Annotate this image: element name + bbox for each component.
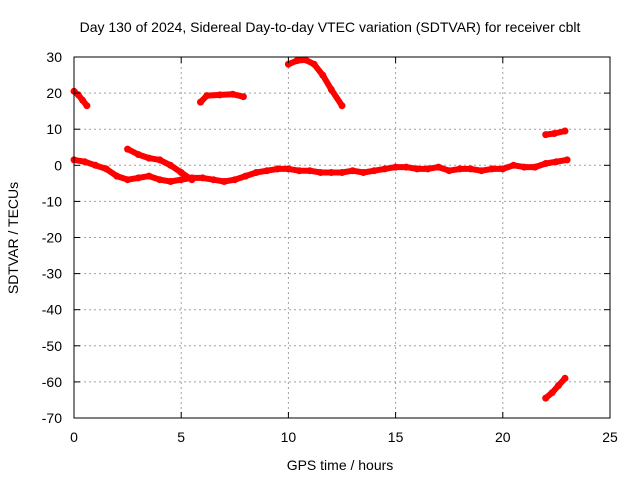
y-tick-label: -50 — [42, 338, 62, 354]
data-point — [445, 167, 453, 175]
data-point — [284, 60, 292, 68]
data-point — [134, 174, 142, 182]
data-point — [293, 57, 301, 65]
data-point — [220, 178, 228, 185]
data-point — [424, 165, 432, 173]
x-tick-label: 0 — [70, 429, 78, 445]
data-series — [70, 56, 571, 402]
series-line-s5 — [542, 375, 568, 402]
data-point — [338, 102, 346, 110]
data-point — [229, 90, 237, 98]
data-point — [349, 167, 357, 175]
data-point — [550, 130, 558, 137]
data-point — [242, 172, 249, 180]
y-tick-label: 10 — [46, 121, 62, 137]
y-tick-label: -40 — [42, 302, 62, 318]
y-tick-label: -10 — [42, 193, 62, 209]
data-point — [555, 382, 562, 389]
y-tick-label: 30 — [46, 49, 62, 65]
data-point — [327, 169, 335, 176]
data-point — [467, 165, 475, 173]
data-point — [510, 161, 517, 169]
data-point — [284, 165, 292, 173]
data-point — [310, 60, 318, 68]
y-axis-label: SDTVAR / TECUs — [5, 182, 21, 294]
data-point — [370, 167, 378, 175]
data-point — [231, 176, 239, 184]
data-point — [83, 102, 91, 110]
data-point — [263, 167, 271, 175]
x-tick-label: 10 — [281, 429, 297, 445]
data-point — [79, 96, 87, 104]
data-point — [134, 151, 142, 158]
data-point — [317, 169, 325, 176]
y-tick-label: -70 — [42, 410, 62, 426]
data-point — [102, 165, 110, 173]
data-point — [542, 394, 550, 402]
data-point — [477, 167, 485, 175]
data-point — [216, 91, 224, 99]
data-point — [456, 165, 464, 173]
data-point — [552, 158, 560, 166]
data-point — [520, 163, 528, 171]
x-axis-label: GPS time / hours — [287, 457, 394, 473]
data-point — [302, 56, 310, 64]
data-point — [499, 165, 507, 173]
data-point — [209, 176, 217, 184]
x-tick-label: 20 — [495, 429, 511, 445]
y-tick-label: 0 — [54, 157, 62, 173]
data-point — [167, 161, 174, 169]
data-point — [548, 389, 556, 397]
data-point — [295, 167, 303, 175]
data-point — [561, 127, 569, 135]
data-point — [402, 163, 410, 171]
data-point — [177, 176, 185, 184]
axis-ticks: 0 5 10 15 20 25 -70 -60 -50 -40 -30 -20 -10 0 10 20 30 — [42, 49, 618, 445]
data-point — [203, 92, 211, 100]
data-point — [327, 86, 335, 93]
y-tick-label: 20 — [46, 85, 62, 101]
data-point — [197, 98, 204, 106]
data-point — [392, 163, 400, 171]
x-tick-label: 15 — [388, 429, 404, 445]
data-point — [188, 174, 196, 182]
data-point — [319, 71, 327, 79]
data-point — [413, 165, 421, 173]
x-tick-label: 25 — [602, 429, 618, 445]
data-point — [435, 163, 442, 171]
data-point — [199, 174, 207, 182]
data-point — [252, 169, 260, 176]
data-point — [124, 176, 132, 184]
data-point — [91, 161, 99, 169]
y-tick-label: -60 — [42, 374, 62, 390]
data-point — [177, 169, 185, 176]
data-point — [338, 169, 346, 176]
data-point — [113, 172, 121, 180]
data-point — [156, 176, 164, 184]
data-point — [239, 93, 247, 101]
data-point — [531, 163, 539, 171]
y-tick-label: -30 — [42, 266, 62, 282]
data-point — [561, 374, 569, 382]
data-point — [563, 156, 571, 164]
data-point — [145, 154, 153, 162]
grid — [74, 57, 610, 418]
data-point — [145, 172, 153, 180]
data-point — [542, 160, 550, 167]
data-point — [359, 169, 367, 176]
data-point — [542, 131, 550, 139]
data-point — [167, 178, 174, 185]
data-point — [306, 167, 314, 175]
data-point — [274, 165, 282, 173]
y-tick-label: -20 — [42, 230, 62, 246]
data-point — [381, 165, 389, 173]
chart-title: Day 130 of 2024, Sidereal Day-to-day VTE… — [80, 19, 581, 35]
x-tick-label: 5 — [177, 429, 185, 445]
data-point — [124, 145, 132, 153]
data-point — [81, 158, 89, 166]
data-point — [156, 156, 164, 164]
data-point — [488, 165, 496, 173]
